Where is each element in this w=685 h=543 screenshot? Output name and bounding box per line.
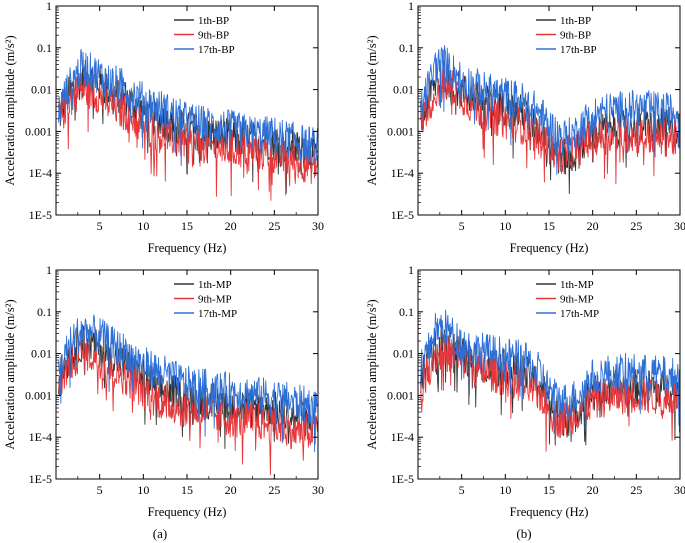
legend-label-9th-BP: 9th-BP [198, 30, 229, 42]
y-tick-label: 1E-4 [29, 166, 52, 180]
legend-label-17th-BP: 17th-BP [198, 44, 235, 56]
x-tick-label: 30 [674, 219, 685, 233]
series-line-9th-MP [420, 334, 680, 452]
y-tick-label: 0.1 [399, 305, 414, 319]
plot-frame [55, 269, 319, 480]
y-tick-label: 1E-5 [391, 472, 414, 486]
y-tick-label: 1E-4 [391, 430, 414, 444]
legend-label-9th-MP: 9th-MP [560, 294, 594, 306]
x-tick-label: 5 [459, 483, 465, 497]
x-tick-label: 10 [499, 219, 511, 233]
x-tick-label: 25 [630, 219, 642, 233]
y-tick-label: 1E-4 [29, 430, 52, 444]
y-tick-label: 0.01 [31, 83, 52, 97]
x-tick-label: 5 [97, 219, 103, 233]
x-tick-label: 20 [225, 483, 237, 497]
x-axis-label: Frequency (Hz) [510, 241, 589, 255]
y-tick-label: 0.1 [37, 41, 52, 55]
y-tick-label: 0.001 [387, 388, 414, 402]
y-tick-label: 1E-5 [29, 208, 52, 222]
x-axis-label: Frequency (Hz) [510, 505, 589, 519]
legend-label-1th-BP: 1th-BP [560, 15, 591, 27]
x-tick-label: 30 [674, 483, 685, 497]
y-tick-label: 1E-5 [391, 208, 414, 222]
x-axis-label: Frequency (Hz) [148, 505, 227, 519]
series-line-9th-BP [420, 65, 680, 185]
x-tick-label: 15 [543, 483, 555, 497]
legend-label-1th-BP: 1th-BP [198, 15, 229, 27]
series-group [420, 45, 680, 195]
series-line-9th-BP [58, 72, 318, 201]
y-tick-label: 1E-4 [391, 166, 414, 180]
legend-label-9th-MP: 9th-MP [198, 294, 232, 306]
series-line-17th-MP [58, 314, 318, 453]
x-axis-label: Frequency (Hz) [148, 241, 227, 255]
y-tick-label: 0.001 [25, 124, 52, 138]
y-tick-label: 1 [408, 0, 414, 13]
x-tick-label: 30 [312, 483, 324, 497]
y-tick-label: 1 [46, 263, 52, 277]
x-tick-label: 15 [543, 219, 555, 233]
legend-label-1th-MP: 1th-MP [198, 279, 232, 291]
x-tick-label: 5 [97, 483, 103, 497]
caption-b: (b) [516, 526, 531, 541]
legend-label-17th-MP: 17th-MP [560, 308, 599, 320]
x-tick-label: 25 [268, 219, 280, 233]
series-line-17th-BP [58, 49, 318, 166]
legend-label-9th-BP: 9th-BP [560, 30, 591, 42]
x-tick-label: 20 [587, 483, 599, 497]
x-tick-label: 20 [225, 219, 237, 233]
y-tick-label: 0.1 [399, 41, 414, 55]
y-tick-label: 0.001 [25, 388, 52, 402]
legend-label-17th-MP: 17th-MP [198, 308, 237, 320]
series-line-17th-BP [420, 45, 680, 175]
y-axis-label: Acceleration amplitude (m/s²) [3, 35, 17, 185]
y-tick-label: 1E-5 [29, 472, 52, 486]
x-tick-label: 25 [630, 483, 642, 497]
series-group [420, 309, 680, 452]
y-axis-label: Acceleration amplitude (m/s²) [365, 299, 379, 449]
y-tick-label: 0.01 [393, 347, 414, 361]
x-tick-label: 10 [499, 483, 511, 497]
y-tick-label: 1 [46, 0, 52, 13]
x-tick-label: 10 [137, 219, 149, 233]
y-axis-label: Acceleration amplitude (m/s²) [3, 299, 17, 449]
x-tick-label: 5 [459, 219, 465, 233]
series-line-9th-MP [58, 334, 318, 476]
x-tick-label: 15 [181, 483, 193, 497]
series-group [58, 314, 318, 476]
plot-frame [55, 5, 319, 216]
x-tick-label: 20 [587, 219, 599, 233]
series-line-17th-MP [420, 309, 680, 434]
series-group [58, 49, 318, 201]
x-tick-label: 10 [137, 483, 149, 497]
y-tick-label: 1 [408, 263, 414, 277]
plot-frame [417, 5, 681, 216]
x-tick-label: 15 [181, 219, 193, 233]
y-axis-label: Acceleration amplitude (m/s²) [365, 35, 379, 185]
legend-label-17th-BP: 17th-BP [560, 44, 597, 56]
y-tick-label: 0.1 [37, 305, 52, 319]
y-tick-label: 0.01 [393, 83, 414, 97]
x-tick-label: 25 [268, 483, 280, 497]
y-tick-label: 0.01 [31, 347, 52, 361]
y-tick-label: 0.001 [387, 124, 414, 138]
x-tick-label: 30 [312, 219, 324, 233]
legend-label-1th-MP: 1th-MP [560, 279, 594, 291]
caption-a: (a) [153, 526, 167, 541]
